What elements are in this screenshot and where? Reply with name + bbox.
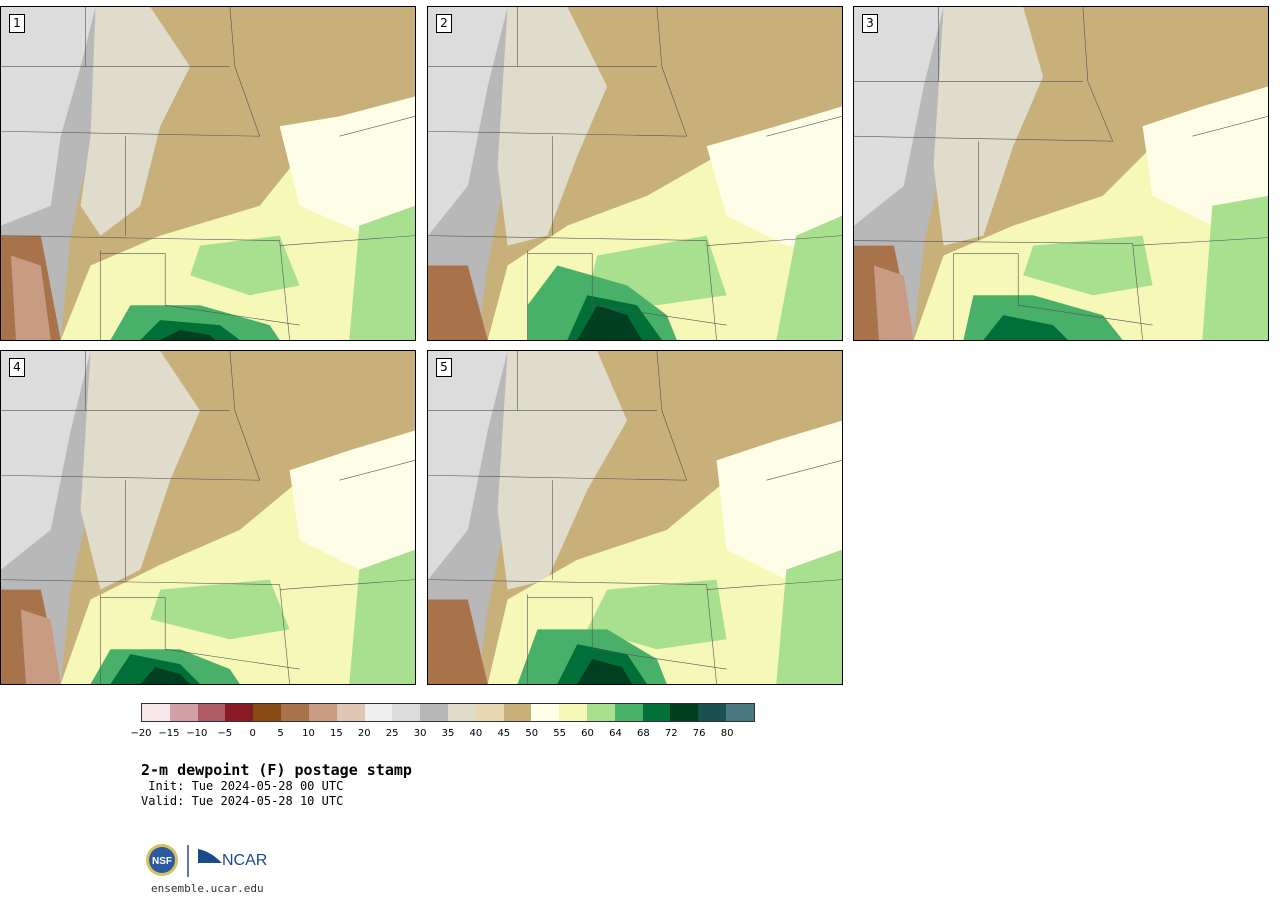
colorbar-swatch [169, 704, 198, 721]
svg-text:NSF: NSF [152, 856, 172, 867]
colorbar-swatch [364, 704, 393, 721]
colorbar-tick-label: −10 [186, 728, 208, 739]
colorbar-tick-label: 45 [497, 728, 511, 739]
colorbar-swatch [420, 704, 448, 721]
map-panel-1: 1 [0, 6, 416, 341]
colorbar-tick-labels: −20 −15 −10 −5 0 5 10 15 20 25 30 35 40 45 50 55 60 64 68 7… [0, 728, 900, 742]
map-panel-4: 4 [0, 350, 416, 685]
colorbar-swatch [587, 704, 615, 721]
nsf-ncar-logo: NSF NCAR [146, 844, 267, 877]
colorbar-tick-label: 68 [636, 728, 650, 739]
colorbar-swatch [281, 704, 309, 721]
colorbar-tick-label: 60 [581, 728, 594, 739]
colorbar-tick-label: 20 [357, 728, 371, 739]
figure-title: 2-m dewpoint (F) postage stamp [141, 761, 412, 779]
colorbar-swatch [142, 704, 170, 721]
panel-number-badge: 1 [9, 14, 25, 33]
colorbar-swatch [475, 704, 504, 721]
colorbar-swatch [670, 704, 699, 721]
colorbar-swatch [531, 704, 560, 721]
dewpoint-map [854, 7, 1268, 340]
colorbar-swatch [392, 704, 421, 721]
dewpoint-map [428, 351, 842, 684]
dewpoint-map [1, 7, 415, 340]
dewpoint-colorbar [141, 703, 755, 722]
colorbar-tick-label: 50 [525, 728, 539, 739]
colorbar-tick-label: −5 [217, 728, 233, 739]
panel-number-badge: 3 [862, 14, 878, 33]
colorbar-tick-label: 10 [302, 728, 315, 739]
svg-text:NCAR: NCAR [222, 852, 267, 869]
map-panel-2: 2 [427, 6, 843, 341]
colorbar-swatch [225, 704, 254, 721]
colorbar-swatch [614, 704, 643, 721]
colorbar-swatch [336, 704, 365, 721]
colorbar-swatch [698, 704, 727, 721]
colorbar-tick-label: 72 [664, 728, 678, 739]
map-panel-5: 5 [427, 350, 843, 685]
colorbar-swatch [559, 704, 587, 721]
colorbar-swatch [642, 704, 671, 721]
colorbar-tick-label: 0 [249, 728, 256, 739]
colorbar-tick-label: 40 [469, 728, 483, 739]
colorbar-tick-label: −15 [158, 728, 180, 739]
sponsor-logos: NSF NCAR [144, 843, 274, 879]
colorbar-tick-label: 25 [385, 728, 399, 739]
colorbar-swatch [308, 704, 337, 721]
colorbar-tick-label: 35 [441, 728, 455, 739]
website-url: ensemble.ucar.edu [151, 882, 264, 895]
colorbar-tick-label: 15 [329, 728, 343, 739]
colorbar-tick-label: 76 [692, 728, 706, 739]
panel-number-badge: 5 [436, 358, 452, 377]
colorbar-tick-label: −20 [130, 728, 152, 739]
colorbar-swatch [726, 704, 754, 721]
colorbar-tick-label: 55 [553, 728, 566, 739]
init-time: Init: Tue 2024-05-28 00 UTC [141, 779, 344, 793]
valid-time: Valid: Tue 2024-05-28 10 UTC [141, 794, 344, 808]
colorbar-swatch [253, 704, 282, 721]
map-panel-3: 3 [853, 6, 1269, 341]
colorbar-tick-label: 64 [609, 728, 622, 739]
panel-number-badge: 2 [436, 14, 452, 33]
colorbar-tick-label: 80 [720, 728, 734, 739]
colorbar-tick-label: 5 [277, 728, 284, 739]
panel-number-badge: 4 [9, 358, 25, 377]
colorbar-swatch [447, 704, 476, 721]
colorbar-tick-label: 30 [413, 728, 427, 739]
dewpoint-map [428, 7, 842, 340]
dewpoint-map [1, 351, 415, 684]
colorbar-swatch [197, 704, 226, 721]
colorbar-swatch [503, 704, 532, 721]
